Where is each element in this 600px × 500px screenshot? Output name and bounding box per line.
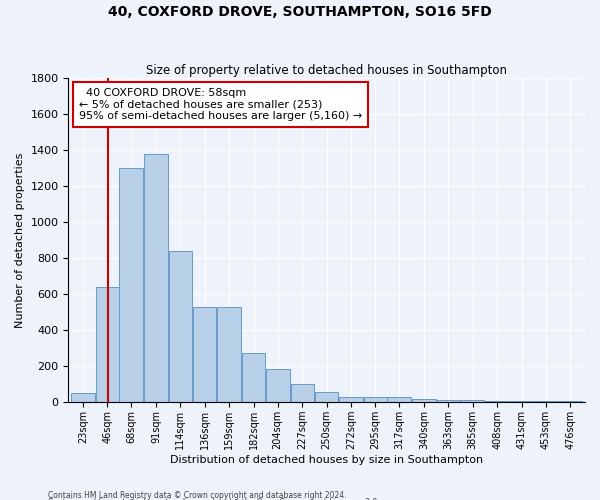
Title: Size of property relative to detached houses in Southampton: Size of property relative to detached ho… [146,64,507,77]
Bar [412,398,436,402]
Bar [144,154,168,402]
Bar [96,287,119,403]
Bar [193,307,217,402]
Text: Contains public sector information licensed under the Open Government Licence v3: Contains public sector information licen… [48,498,380,500]
Text: Contains HM Land Registry data © Crown copyright and database right 2024.: Contains HM Land Registry data © Crown c… [48,490,347,500]
Bar [388,397,411,402]
Text: 40, COXFORD DROVE, SOUTHAMPTON, SO16 5FD: 40, COXFORD DROVE, SOUTHAMPTON, SO16 5FD [108,5,492,19]
Bar [266,369,290,402]
Bar [339,397,363,402]
Y-axis label: Number of detached properties: Number of detached properties [15,152,25,328]
Bar [242,353,265,403]
Bar [364,397,386,402]
Bar [119,168,143,402]
X-axis label: Distribution of detached houses by size in Southampton: Distribution of detached houses by size … [170,455,483,465]
Bar [461,400,484,402]
Bar [217,307,241,402]
Bar [71,394,95,402]
Bar [437,400,460,402]
Bar [169,251,192,402]
Bar [485,400,509,402]
Text: 40 COXFORD DROVE: 58sqm
← 5% of detached houses are smaller (253)
95% of semi-de: 40 COXFORD DROVE: 58sqm ← 5% of detached… [79,88,362,121]
Bar [315,392,338,402]
Bar [510,400,533,402]
Bar [290,384,314,402]
